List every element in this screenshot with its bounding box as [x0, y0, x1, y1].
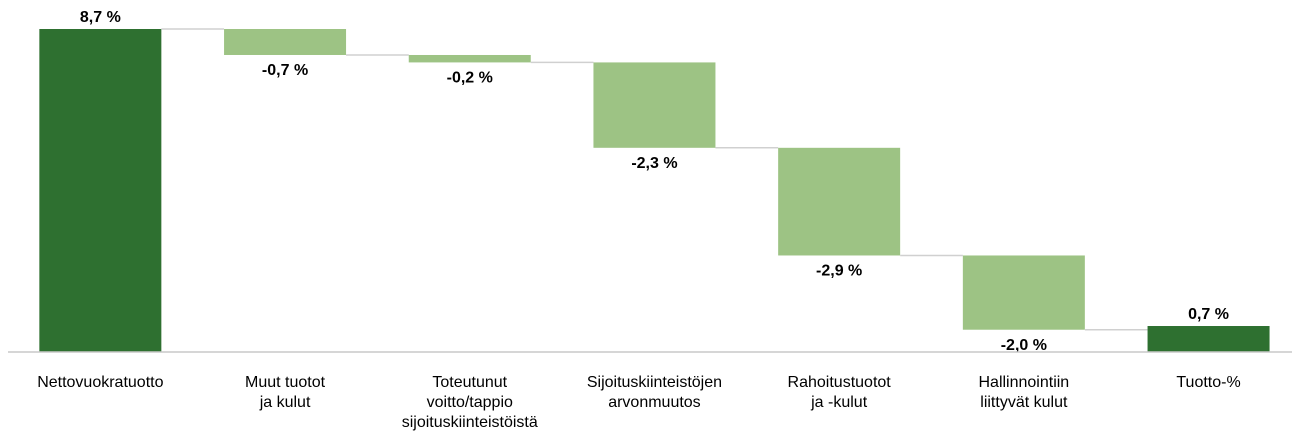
value-label: -2,0 %: [1001, 337, 1047, 354]
bar: [778, 147, 901, 256]
x-tick-label: Tuotto-%: [1176, 374, 1240, 391]
bar: [224, 29, 347, 55]
bar: [962, 255, 1085, 330]
bar: [1147, 326, 1270, 352]
value-label: -2,3 %: [631, 155, 677, 172]
x-tick-label: voitto/tappio: [427, 394, 513, 411]
x-tick-label: Muut tuotot: [245, 374, 326, 391]
x-tick-label: Hallinnointiin: [978, 374, 1069, 391]
value-label: 8,7 %: [80, 9, 121, 26]
x-tick-label: Toteutunut: [432, 374, 507, 391]
bar: [408, 54, 531, 63]
value-label: -0,7 %: [262, 62, 308, 79]
x-tick-label: Sijoituskiinteistöjen: [587, 374, 722, 391]
bar: [593, 62, 716, 148]
x-tick-label: Rahoitustuotot: [788, 374, 892, 391]
x-tick-label: ja kulut: [259, 394, 311, 411]
bar: [39, 29, 162, 352]
x-tick-label: liittyvät kulut: [980, 394, 1068, 411]
value-label: -0,2 %: [447, 70, 493, 87]
x-tick-label: Nettovuokratuotto: [37, 374, 163, 391]
x-tick-label: arvonmuutos: [608, 394, 701, 411]
x-tick-label: ja -kulut: [810, 394, 868, 411]
value-label: -2,9 %: [816, 263, 862, 280]
value-label: 0,7 %: [1188, 306, 1229, 323]
x-tick-label: sijoituskiinteistöistä: [402, 414, 538, 431]
